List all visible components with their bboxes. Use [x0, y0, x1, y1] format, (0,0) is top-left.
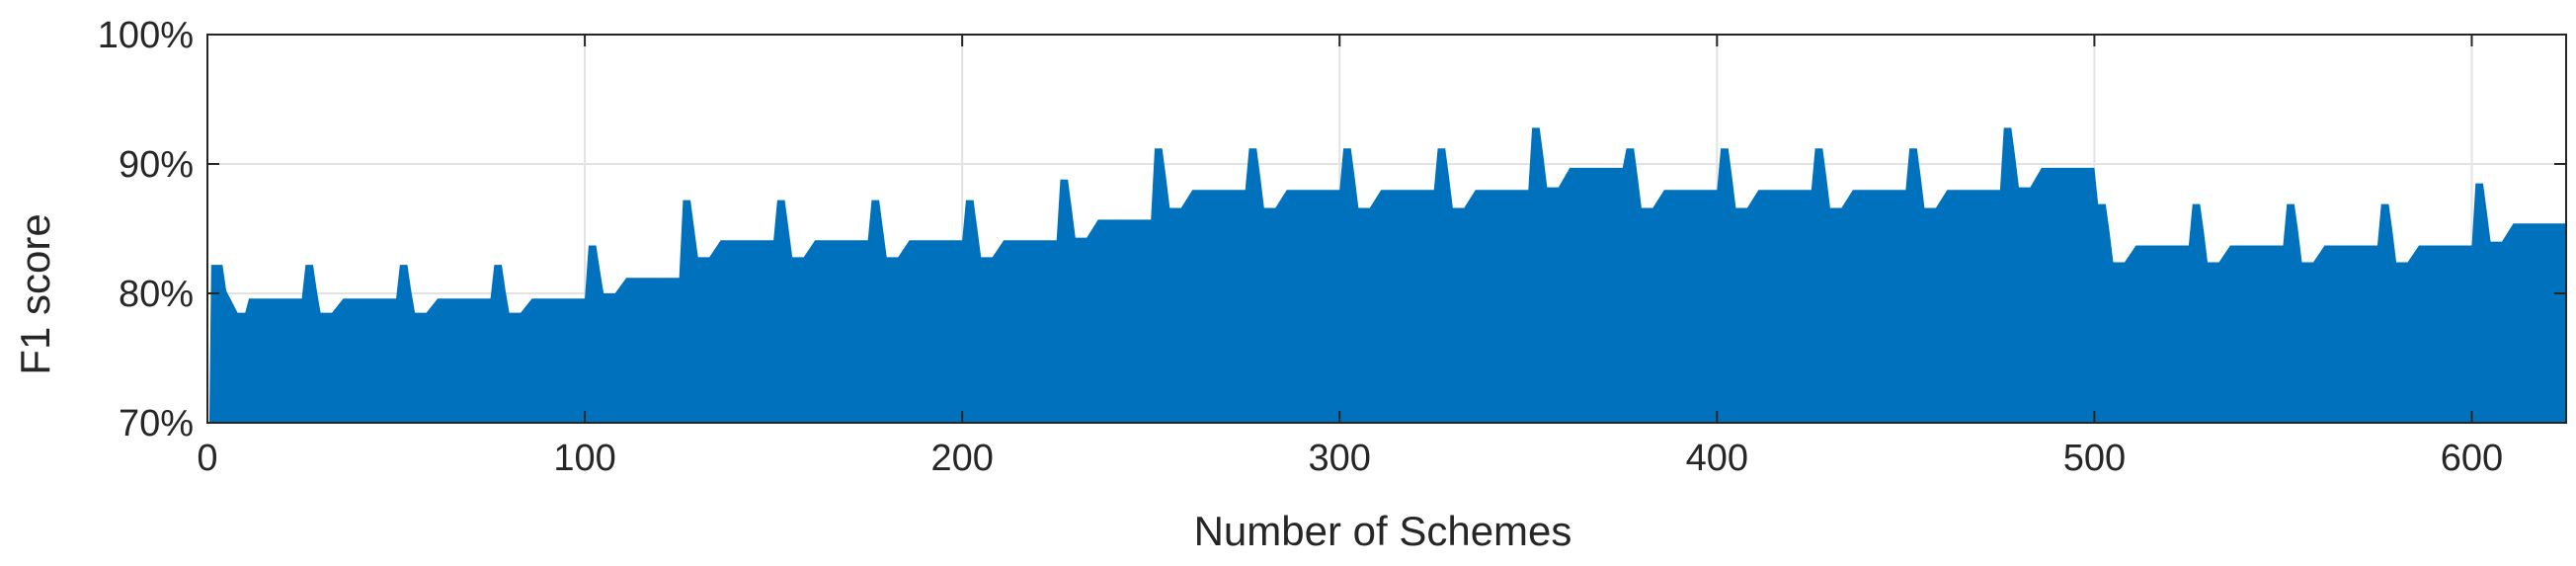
x-tick-label-0: 0	[197, 438, 217, 479]
x-tick-label-6: 600	[2441, 438, 2503, 479]
y-tick-label-0: 70%	[119, 403, 194, 445]
y-axis-label: F1 score	[12, 213, 58, 374]
x-tick-label-4: 400	[1686, 438, 1748, 479]
series-layer	[207, 127, 2566, 423]
y-tick-label-3: 100%	[98, 15, 194, 56]
plot-frame	[206, 34, 2567, 424]
label-layer: F1 score Number of Schemes	[12, 213, 1571, 554]
y-tick-label-1: 80%	[119, 274, 194, 315]
x-tick-label-1: 100	[553, 438, 615, 479]
y-tick-label-2: 90%	[119, 144, 194, 186]
area-series-0	[207, 127, 2566, 423]
axes-layer: 0 100 200 300 400 500 600 70% 80% 90% 100%	[98, 15, 2567, 479]
x-tick-label-5: 500	[2063, 438, 2126, 479]
x-tick-label-2: 200	[930, 438, 993, 479]
x-axis-label: Number of Schemes	[1194, 508, 1572, 554]
x-tick-label-3: 300	[1309, 438, 1371, 479]
